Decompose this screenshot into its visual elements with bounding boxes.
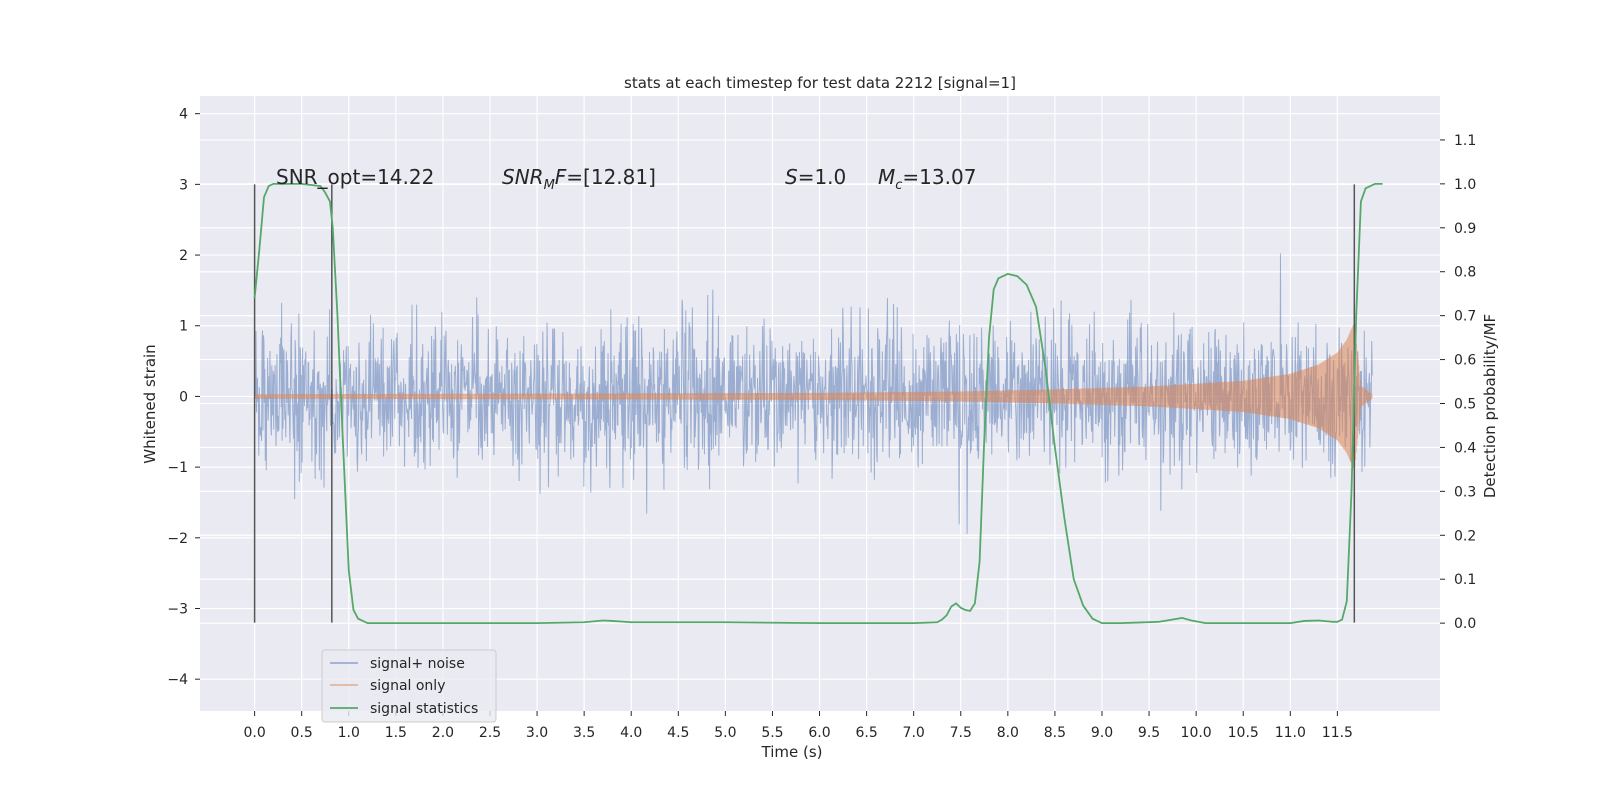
y-tick-label: −3 (167, 602, 188, 618)
x-tick-label: 10.5 (1228, 725, 1259, 741)
y-tick-label: −2 (167, 531, 188, 547)
x-tick-label: 5.0 (714, 725, 736, 741)
annotation-s: S=1.0 (785, 165, 846, 189)
x-tick-label: 11.5 (1322, 725, 1353, 741)
chart-title: stats at each timestep for test data 221… (624, 74, 1016, 92)
legend-box (321, 649, 497, 723)
annotation-mc: Mc=13.07 (878, 165, 976, 193)
x-tick-label: 6.0 (808, 725, 830, 741)
x-tick-label: 2.5 (479, 725, 501, 741)
legend: signal+ noise signal only signal statist… (321, 649, 497, 723)
x-axis-ticks: 0.0 0.5 1.0 1.5 2.0 2.5 3.0 3.5 4.0 4.5 5.0 5.5 6.0 6… (243, 711, 1353, 741)
x-tick-label: 8.5 (1044, 725, 1066, 741)
x-tick-label: 0.0 (243, 725, 265, 741)
y-axis-label: Whitened strain (141, 344, 159, 463)
annotation-snr-mf: SNRMF=[12.81] (502, 165, 656, 193)
y-tick-label: 3 (179, 177, 188, 193)
x-tick-label: 2.0 (432, 725, 454, 741)
x-tick-label: 1.0 (338, 725, 360, 741)
y-tick-label: −4 (167, 672, 188, 688)
annotation-snr-opt: SNR_opt=14.22 (276, 165, 434, 189)
x-tick-label: 6.5 (855, 725, 877, 741)
signal-statistics-line (253, 182, 1383, 625)
x-tick-label: 5.5 (761, 725, 783, 741)
right-y-tick-label: 0.7 (1454, 309, 1476, 325)
right-y-tick-label: 1.0 (1454, 177, 1476, 193)
legend-label-signal-only: signal only (370, 678, 445, 694)
right-y-tick-label: 0.2 (1454, 528, 1476, 544)
legend-label-signal-plus-noise: signal+ noise (370, 656, 465, 672)
y-tick-label: −1 (167, 460, 188, 476)
right-y-tick-label: 0.1 (1454, 572, 1476, 588)
y-tick-label: 0 (179, 389, 188, 405)
right-y-tick-label: 0.8 (1454, 265, 1476, 281)
x-tick-label: 3.5 (573, 725, 595, 741)
x-tick-label: 9.0 (1091, 725, 1113, 741)
series-signal-statistics (253, 182, 1383, 625)
right-y-tick-label: 0.9 (1454, 221, 1476, 237)
x-tick-label: 0.5 (291, 725, 313, 741)
y-tick-label: 2 (179, 248, 188, 264)
x-tick-label: 11.0 (1275, 725, 1306, 741)
x-tick-label: 8.0 (997, 725, 1019, 741)
y-axis-ticks: 4 3 2 1 0 −1 −2 −3 −4 (167, 107, 200, 688)
right-y-tick-label: 0.6 (1454, 353, 1476, 369)
right-y-tick-label: 0.3 (1454, 484, 1476, 500)
signal-only-line (254, 322, 1373, 470)
x-tick-label: 7.5 (950, 725, 972, 741)
right-y-tick-label: 0.4 (1454, 440, 1476, 456)
right-y-tick-label: 1.1 (1454, 133, 1476, 149)
y-tick-label: 4 (179, 107, 188, 123)
x-tick-label: 10.0 (1181, 725, 1212, 741)
x-axis-label: Time (s) (761, 743, 823, 761)
right-y-axis-label: Detection probability/MF (1481, 314, 1499, 498)
right-y-tick-label: 0.0 (1454, 616, 1476, 632)
x-tick-label: 9.5 (1138, 725, 1160, 741)
right-y-tick-label: 0.5 (1454, 397, 1476, 413)
series-signal-only (254, 322, 1373, 470)
y-tick-label: 1 (179, 319, 188, 335)
x-tick-label: 4.0 (620, 725, 642, 741)
x-tick-label: 4.5 (667, 725, 689, 741)
x-tick-label: 1.5 (385, 725, 407, 741)
x-tick-label: 3.0 (526, 725, 548, 741)
right-y-axis-ticks: 1.1 1.0 0.9 0.8 0.7 0.6 0.5 0.4 0.3 0.2 0.1 0.0 (1440, 133, 1476, 632)
x-tick-label: 7.0 (903, 725, 925, 741)
legend-label-signal-statistics: signal statistics (370, 701, 478, 717)
